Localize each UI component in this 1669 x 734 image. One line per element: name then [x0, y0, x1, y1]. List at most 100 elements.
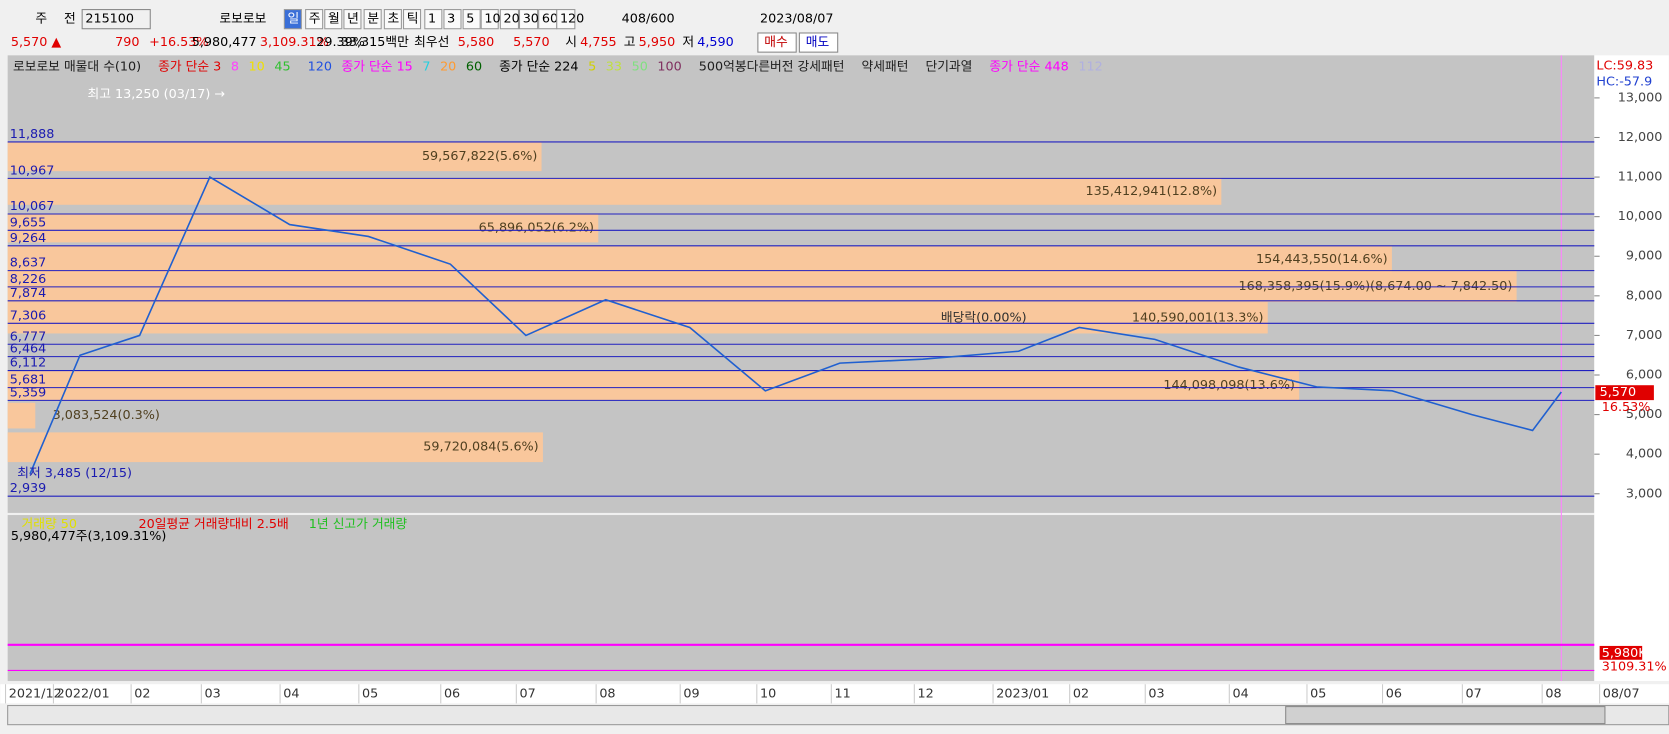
band-label: 59,720,084(5.6%): [423, 440, 538, 455]
toolbar-item[interactable]: 주: [309, 12, 321, 27]
toolbar-item[interactable]: 5: [466, 12, 474, 27]
legend-item: 5: [588, 60, 596, 75]
toolbar-item[interactable]: 30: [523, 12, 539, 27]
info-item[interactable]: 매수: [764, 35, 788, 50]
legend-item: 종가 단순 15: [342, 60, 413, 75]
toolbar-item[interactable]: 틱: [407, 12, 419, 27]
volume-tag-label: 5,980K: [1602, 646, 1648, 661]
toolbar-item[interactable]: 60: [542, 12, 558, 27]
toolbar-item[interactable]: 일: [288, 12, 300, 27]
level-label: 11,888: [10, 127, 55, 142]
x-tick-label: 09: [683, 686, 699, 701]
volume-profile-band: [7, 245, 1392, 274]
legend-item: 약세패턴: [862, 60, 909, 75]
toolbar-item[interactable]: 215100: [85, 12, 134, 27]
toolbar-button[interactable]: [343, 9, 362, 30]
legend-item: 33: [606, 60, 622, 75]
info-item: 고: [624, 35, 636, 50]
info-item: 시: [565, 35, 577, 50]
info-item: 5,570: [513, 35, 550, 50]
y-tick-label: 7,000: [1626, 328, 1663, 343]
toolbar-item[interactable]: 20: [504, 12, 520, 27]
level-label: 8,637: [10, 256, 47, 271]
volume-profile-band: [7, 270, 1517, 303]
y-tick-label: 11,000: [1618, 170, 1663, 185]
y-tick-label: 12,000: [1618, 130, 1663, 145]
toolbar-button[interactable]: [556, 9, 576, 30]
legend-item: 종가 단순 3: [158, 60, 221, 75]
level-label: 5,359: [10, 385, 47, 400]
volume-tag: [1599, 645, 1643, 660]
volume-legend: 거래량 50: [21, 517, 76, 532]
toolbar-button[interactable]: [402, 9, 422, 30]
volume-legend: 20일평균 거래량대비 2.5배: [139, 517, 289, 532]
toolbar-item[interactable]: 1: [428, 12, 436, 27]
toolbar-button[interactable]: [462, 9, 481, 30]
hc-label: HC:-57.9: [1596, 74, 1652, 89]
x-tick-label: 08: [1545, 686, 1561, 701]
toolbar-item[interactable]: 전: [64, 12, 76, 27]
high-annotation: 최고 13,250 (03/17) →: [87, 87, 225, 102]
x-tick-label: 02: [1073, 686, 1089, 701]
toolbar-item[interactable]: 년: [347, 12, 359, 27]
info-item: 최우선: [414, 35, 449, 50]
volume-panel: [7, 515, 1595, 682]
toolbar-button[interactable]: [443, 9, 462, 30]
lc-label: LC:59.83: [1596, 58, 1653, 73]
dividend-annotation: 배당락(0.00%): [941, 311, 1027, 326]
level-label: 6,112: [10, 356, 47, 371]
toolbar-item[interactable]: 10: [484, 12, 500, 27]
toolbar-button[interactable]: [424, 9, 443, 30]
y-axis-area: [1594, 55, 1669, 682]
level-label: 6,777: [10, 329, 47, 344]
x-axis-area: [0, 684, 1669, 704]
toolbar-item[interactable]: 초: [388, 12, 400, 27]
toolbar-button[interactable]: [383, 9, 402, 30]
toolbar-item[interactable]: 로보로보: [219, 12, 266, 27]
level-label: 10,067: [10, 199, 55, 214]
toolbar-button[interactable]: [363, 9, 382, 30]
toolbar-item[interactable]: 3: [447, 12, 455, 27]
symbol-input[interactable]: [81, 9, 151, 30]
change-label: 16.53%: [1602, 400, 1651, 415]
info-item: 4,755: [580, 35, 617, 50]
toolbar-item[interactable]: 주: [35, 12, 47, 27]
legend-item: 로보로보 매물대 수(10): [13, 60, 141, 75]
volume-profile-band: [7, 432, 543, 463]
legend-item: 20: [440, 60, 456, 75]
toolbar-item[interactable]: 월: [328, 12, 340, 27]
toolbar-button[interactable]: [324, 9, 343, 30]
toolbar-item[interactable]: 408/600: [622, 12, 675, 27]
x-tick-label: 02: [134, 686, 150, 701]
y-tick-label: 4,000: [1626, 447, 1663, 462]
x-tick-label: 2021/12: [9, 686, 62, 701]
level-label: 2,939: [10, 481, 47, 496]
info-item: +16.53%: [149, 35, 208, 50]
volume-profile-band: [7, 302, 1268, 334]
toolbar-button[interactable]: [305, 9, 324, 30]
x-tick-label: 04: [283, 686, 299, 701]
level-label: 5,681: [10, 373, 47, 388]
info-item[interactable]: 매도: [806, 35, 830, 50]
legend-item: 50: [632, 60, 648, 75]
info-item: 3,109.31%: [260, 35, 329, 50]
volume-profile-band: [7, 371, 1300, 401]
x-tick-label: 10: [760, 686, 776, 701]
volume-legend: 1년 신고가 거래량: [309, 517, 408, 532]
x-tick-label: 03: [1148, 686, 1164, 701]
volume-profile-band: [7, 141, 542, 172]
order-button[interactable]: [798, 32, 839, 53]
toolbar-item[interactable]: 120: [560, 12, 584, 27]
y-tick-label: 8,000: [1626, 288, 1663, 303]
toolbar-button[interactable]: [480, 9, 499, 30]
toolbar-button[interactable]: [518, 9, 539, 30]
toolbar-button[interactable]: [283, 9, 302, 30]
scroll-thumb[interactable]: [1285, 706, 1606, 725]
toolbar-item[interactable]: 분: [367, 12, 379, 27]
toolbar-button[interactable]: [499, 9, 519, 30]
toolbar-item[interactable]: 2023/08/07: [760, 12, 834, 27]
legend-item: 60: [466, 60, 482, 75]
legend-item: 8: [231, 60, 239, 75]
legend-item: 500억봉다른버전 강세패턴: [699, 60, 845, 75]
order-button[interactable]: [757, 32, 797, 53]
